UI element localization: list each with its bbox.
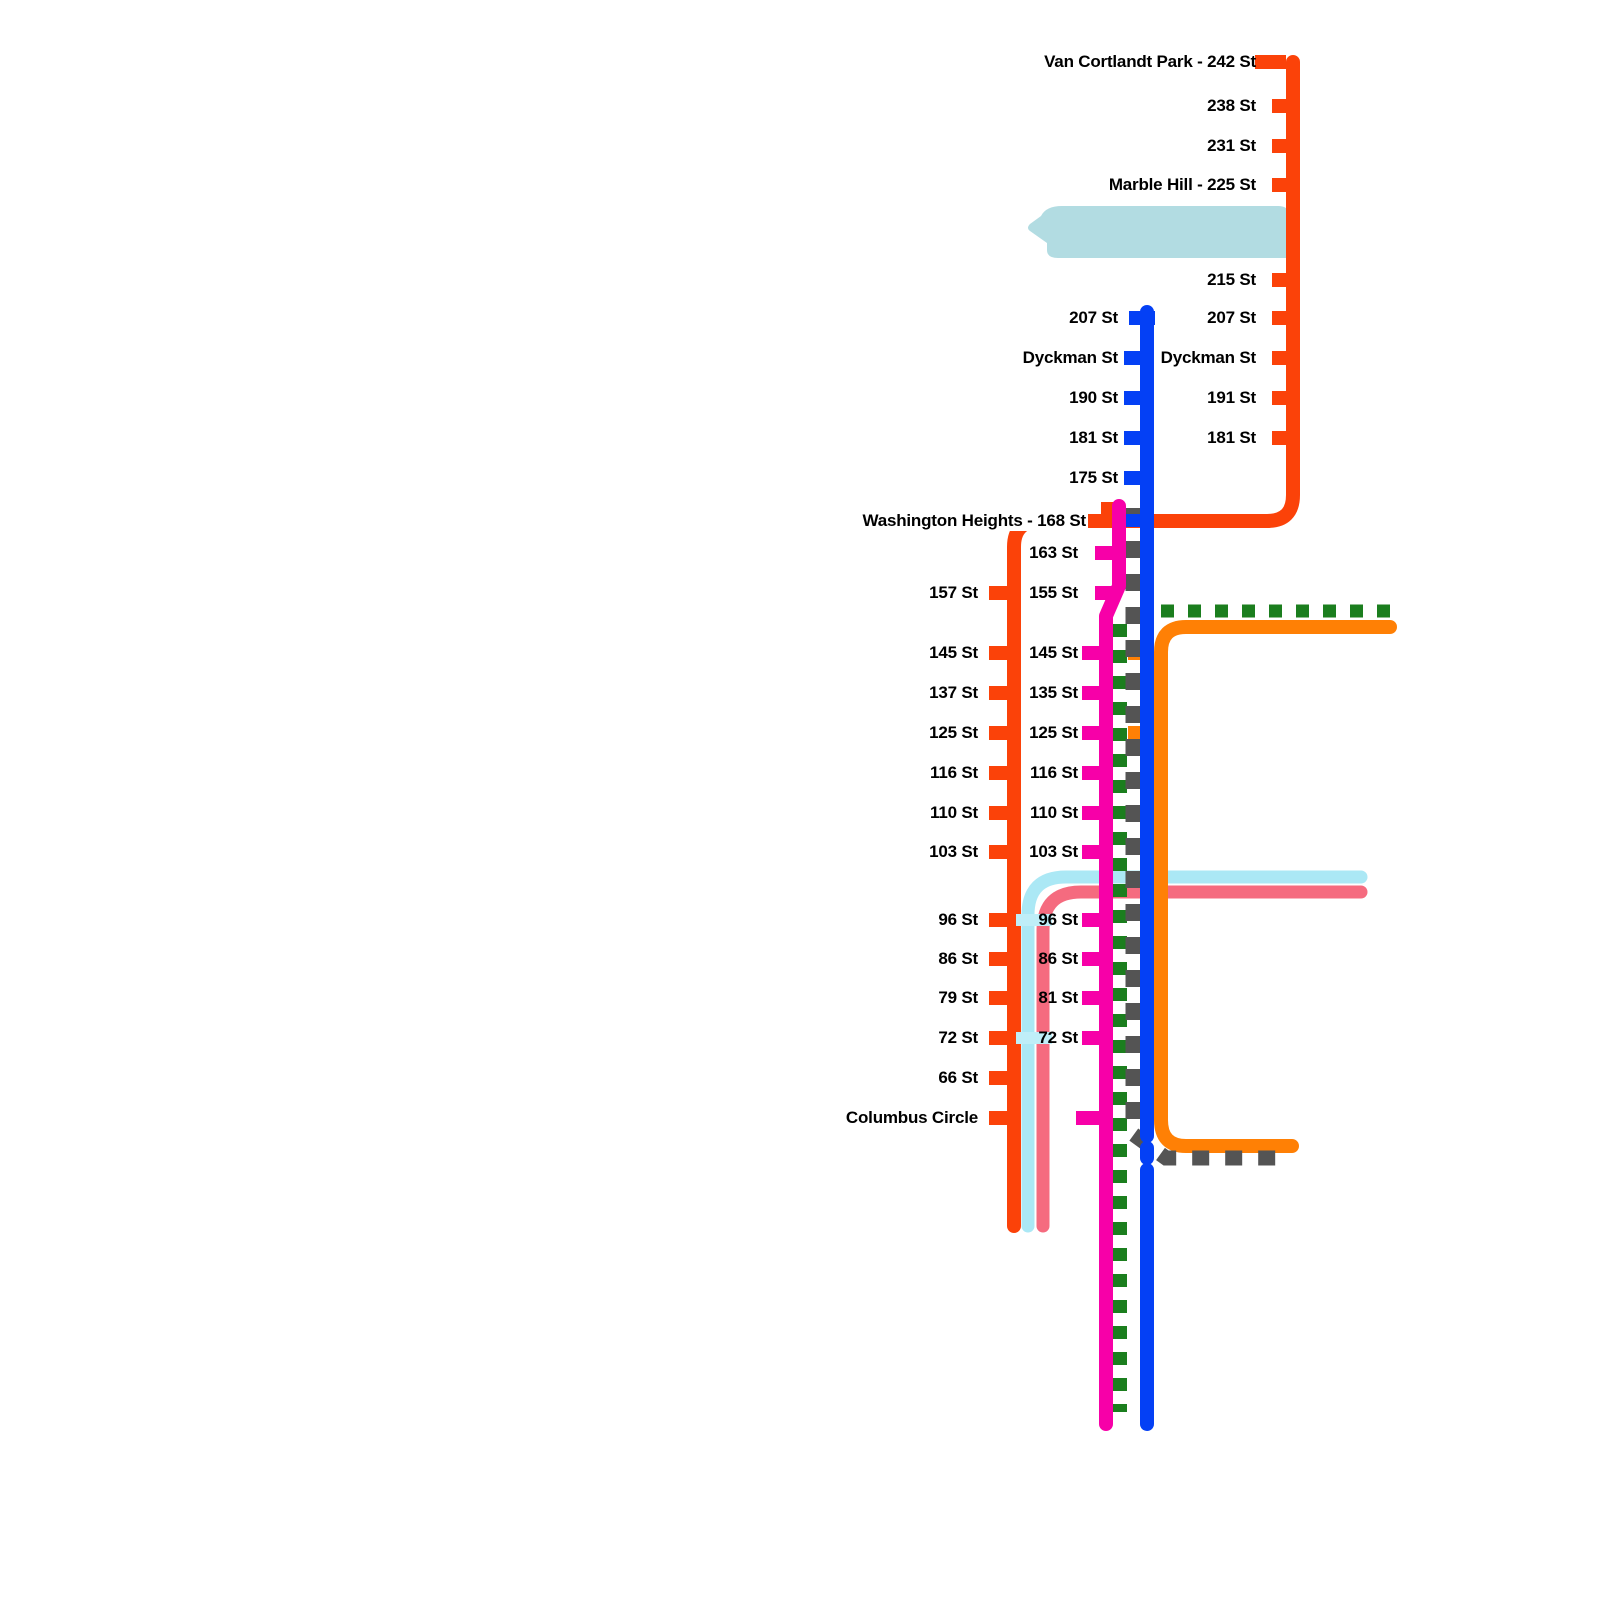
station-label-181-a: 181 St	[1069, 428, 1118, 447]
station-label-86-bwy: 86 St	[938, 949, 978, 968]
station-label-125-bwy: 125 St	[929, 723, 978, 742]
line-a-station-ticks	[1124, 311, 1155, 527]
station-label-110-bwy: 110 St	[930, 803, 978, 822]
station-label-163: 163 St	[1029, 543, 1078, 562]
line-1-station-ticks	[989, 55, 1287, 1125]
station-label-96-bwy: 96 St	[938, 910, 978, 929]
line-magenta-route	[1099, 499, 1126, 1431]
station-label-81: 81 St	[1038, 988, 1078, 1007]
station-label-238: 238 St	[1207, 96, 1256, 115]
station-label-dyckman-one: Dyckman St	[1160, 348, 1257, 367]
line-magenta-station-ticks	[1076, 546, 1113, 1125]
station-label-dyckman-a: Dyckman St	[1022, 348, 1119, 367]
station-label-116-bwy: 116 St	[930, 763, 978, 782]
station-label-110-cpw: 110 St	[1030, 803, 1078, 822]
station-label-191: 191 St	[1207, 388, 1256, 407]
station-label-207-one: 207 St	[1207, 308, 1256, 327]
line-gray-dashed-route	[1125, 508, 1286, 1166]
station-label-columbus-circle: Columbus Circle	[845, 1108, 978, 1127]
station-label-135: 135 St	[1029, 683, 1078, 702]
station-label-103-cpw: 103 St	[1029, 842, 1078, 861]
station-label-96-cpw: 96 St	[1038, 910, 1078, 929]
station-label-231: 231 St	[1207, 136, 1256, 155]
station-label-181-one: 181 St	[1207, 428, 1256, 447]
water-body	[1028, 206, 1288, 258]
crosstown-cyan-route	[1021, 870, 1368, 1233]
station-label-155: 155 St	[1029, 583, 1078, 602]
line-orange-station-ticks	[1128, 646, 1141, 740]
crosstown-station-ticks	[1016, 914, 1052, 1044]
station-label-86-cpw: 86 St	[1038, 949, 1078, 968]
station-label-103-bwy: 103 St	[929, 842, 978, 861]
station-label-marble-hill-225: Marble Hill - 225 St	[1108, 175, 1256, 194]
station-label-175: 175 St	[1069, 468, 1118, 487]
station-label-72-bwy: 72 St	[938, 1028, 978, 1047]
station-label-157: 157 St	[929, 583, 978, 602]
station-label-72-cpw: 72 St	[1038, 1028, 1078, 1047]
station-label-215: 215 St	[1207, 270, 1256, 289]
station-label-137: 137 St	[929, 683, 978, 702]
station-label-190: 190 St	[1069, 388, 1118, 407]
line-orange-route	[1154, 620, 1397, 1153]
station-label-116-cpw: 116 St	[1030, 763, 1078, 782]
station-label-145-cpw: 145 St	[1029, 643, 1078, 662]
station-label-125-cpw: 125 St	[1029, 723, 1078, 742]
station-label-207-a: 207 St	[1069, 308, 1118, 327]
station-label-79: 79 St	[938, 988, 978, 1007]
station-label-66: 66 St	[938, 1068, 978, 1087]
station-label-145-bwy: 145 St	[929, 643, 978, 662]
station-label-van-cortlandt-242: Van Cortlandt Park - 242 St	[1044, 52, 1256, 71]
station-label-168-st: Washington Heights - 168 St	[860, 511, 1088, 531]
crosstown-pink-route	[1036, 885, 1368, 1233]
